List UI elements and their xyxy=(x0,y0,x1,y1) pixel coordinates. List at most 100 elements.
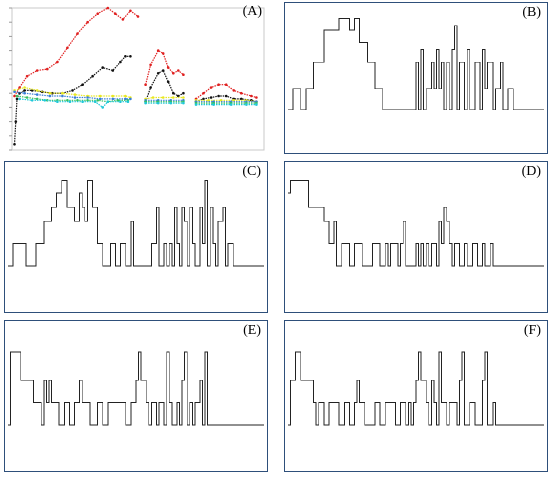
panel-a-point-red xyxy=(240,91,243,95)
panel-a-point-red xyxy=(217,83,220,86)
panel-a-point-black xyxy=(111,69,115,72)
panel-a-point-red xyxy=(106,6,110,10)
panel-a-point-red xyxy=(255,96,258,99)
panel-a-point-red xyxy=(161,52,165,55)
panel-f-step-line xyxy=(287,351,545,426)
panel-a-point-cyan xyxy=(169,101,173,105)
panel-a-point-cyan xyxy=(106,100,110,103)
panel-a-point-black xyxy=(202,97,205,101)
panel-a: (A) xyxy=(4,2,268,154)
panel-a-point-cyan xyxy=(126,100,130,103)
panel-a-point-green xyxy=(116,99,120,102)
panel-a-point-black xyxy=(149,86,152,89)
panel-a-series-yellow-segment xyxy=(14,86,131,99)
panel-a-point-yellow xyxy=(111,94,115,98)
panel-a-point-blue xyxy=(111,97,115,101)
panel-a-point-red xyxy=(35,69,39,72)
panel-a-point-black xyxy=(182,91,185,95)
panel-d: (D) xyxy=(284,161,548,313)
panel-a-point-red xyxy=(177,69,180,72)
panel-a-point-blue xyxy=(48,94,52,98)
panel-a-point-black xyxy=(161,69,165,72)
panel-a-point-blue xyxy=(73,96,77,99)
panel-c-step-line xyxy=(7,180,265,267)
panel-a-point-red xyxy=(209,86,213,89)
panel-a-point-black xyxy=(166,80,170,84)
panel-a-label: (A) xyxy=(242,4,262,19)
panel-a-point-red xyxy=(202,91,205,95)
panel-a-point-green xyxy=(35,97,39,101)
panel-c-plot xyxy=(7,180,265,267)
panel-a-series-yellow-segment xyxy=(145,96,184,100)
panel-a-point-yellow xyxy=(61,91,64,95)
panel-f: (F) xyxy=(284,320,548,472)
panel-a-point-yellow xyxy=(124,94,127,98)
panel-e-step-line xyxy=(7,351,265,426)
panel-a-point-red xyxy=(166,66,170,69)
panel-a-point-green xyxy=(66,99,69,102)
panel-a-series-red-segment xyxy=(195,84,257,100)
panel-a-point-yellow xyxy=(48,91,52,95)
panel-a-point-yellow xyxy=(151,96,155,99)
panel-a-point-green xyxy=(96,99,99,102)
panel-a-point-black xyxy=(101,66,104,69)
panel-e: (E) xyxy=(4,320,268,472)
panel-a-point-green xyxy=(86,99,89,102)
panel-a-series-green-segment xyxy=(16,95,128,103)
panel-a-point-cyan xyxy=(245,103,248,106)
panel-a-point-black xyxy=(14,120,18,123)
panel-a-point-black xyxy=(217,94,220,98)
panel-c-label: (C) xyxy=(242,164,261,179)
panel-a-point-cyan xyxy=(56,100,59,103)
panel-a-point-red xyxy=(121,18,125,21)
panel-a-point-cyan xyxy=(144,101,147,105)
panel-a-point-black xyxy=(240,97,243,101)
panel-a-point-black xyxy=(15,97,19,101)
panel-a-point-cyan xyxy=(18,97,21,101)
panel-a-point-blue xyxy=(13,90,16,94)
panel-a-point-black xyxy=(209,96,213,99)
panel-a-point-cyan xyxy=(194,103,198,106)
panel-a-point-cyan xyxy=(119,100,122,103)
panel-a-point-black xyxy=(129,55,132,58)
panel-a-point-red xyxy=(144,83,147,86)
panel-a-point-black xyxy=(172,91,175,95)
panel-a-point-black xyxy=(119,60,122,64)
panel-a-point-cyan xyxy=(30,99,34,102)
panel-a-point-red xyxy=(129,9,132,13)
panel-a-point-blue xyxy=(35,93,39,96)
panel-d-plot xyxy=(287,180,545,267)
panel-c: (C) xyxy=(4,161,268,313)
panel-e-label: (E) xyxy=(243,323,261,338)
panel-a-point-cyan xyxy=(101,106,104,109)
panel-a-point-red xyxy=(96,12,99,15)
panel-b-plot xyxy=(287,18,545,111)
panel-a-point-red xyxy=(86,20,89,24)
panel-a-point-yellow xyxy=(161,96,165,99)
panel-a-point-yellow xyxy=(182,96,185,99)
panel-a-point-blue xyxy=(86,96,89,99)
panel-a-point-red xyxy=(66,46,69,50)
panel-a-point-black xyxy=(177,94,180,98)
panel-a-point-red xyxy=(250,94,253,98)
panel-a-point-green xyxy=(15,94,19,98)
panel-a-point-blue xyxy=(61,94,64,98)
panel-a-point-red xyxy=(13,94,16,98)
panel-a-point-cyan xyxy=(81,100,84,103)
panel-a-point-black xyxy=(13,143,16,146)
panel-a-point-blue xyxy=(23,91,26,95)
panel-d-step-line xyxy=(287,180,545,267)
panel-a-point-red xyxy=(224,83,228,86)
panel-a-point-red xyxy=(232,89,236,92)
panel-a-point-red xyxy=(56,60,59,64)
panel-a-point-red xyxy=(46,67,49,71)
panel-b-step-line xyxy=(287,18,545,111)
panel-a-point-yellow xyxy=(73,93,77,96)
panel-a-point-red xyxy=(76,32,79,35)
panel-a-axes-frame xyxy=(11,7,265,151)
panel-a-point-black xyxy=(156,72,160,75)
panel-a-point-black xyxy=(23,89,26,92)
panel-a-point-yellow xyxy=(219,99,223,102)
panel-a-series-red-segment xyxy=(145,50,184,85)
panel-a-point-cyan xyxy=(255,103,258,106)
